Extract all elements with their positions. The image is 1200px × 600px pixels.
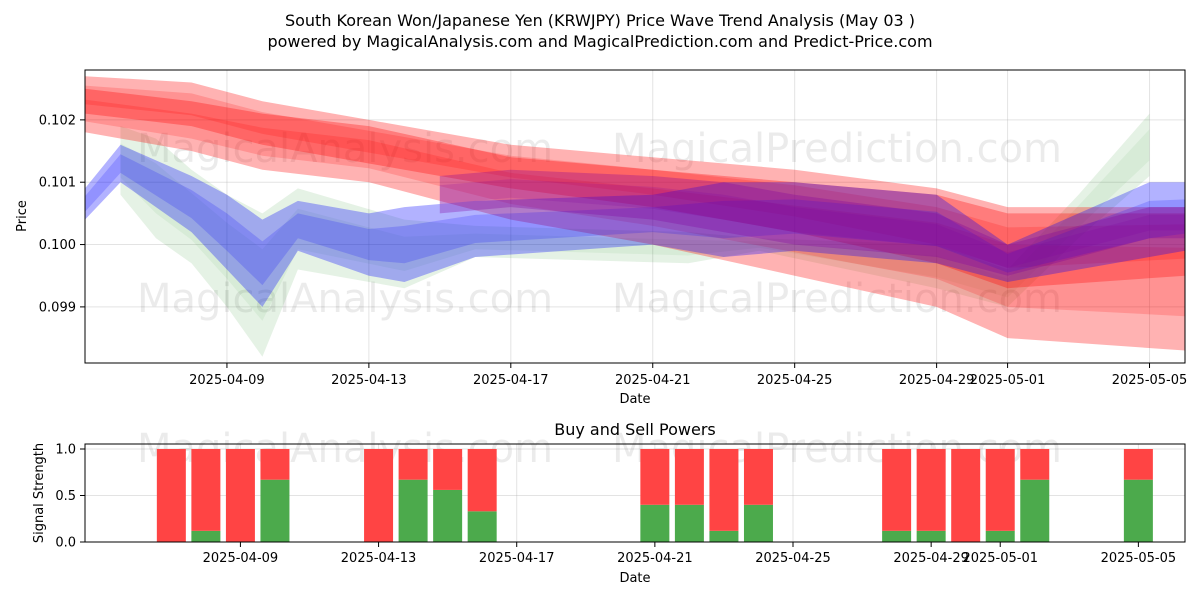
red-band-core-0 — [85, 99, 1185, 317]
sell-bar — [364, 449, 394, 542]
buy-bar — [1123, 479, 1153, 542]
price-plot-area — [85, 70, 1185, 363]
purple-band-core-0 — [439, 179, 1185, 268]
sell-bar — [260, 449, 290, 480]
price-watermarks: MagicalAnalysis.com MagicalPrediction.co… — [137, 126, 1062, 322]
sell-bar — [225, 449, 255, 542]
sell-bar — [191, 449, 221, 531]
price-x-tick-label: 2025-04-13 — [331, 373, 407, 388]
buy-bar — [743, 504, 773, 542]
price-x-tick-label: 2025-04-09 — [189, 373, 265, 388]
price-x-tick-label: 2025-04-17 — [473, 373, 549, 388]
signal-x-tick-label: 2025-04-17 — [479, 551, 555, 566]
sell-bar — [951, 449, 981, 542]
price-panel: MagicalAnalysis.com MagicalPrediction.co… — [15, 69, 1187, 407]
price-x-tick-label: 2025-04-25 — [757, 373, 833, 388]
watermark-top-left-1: MagicalAnalysis.com — [137, 126, 553, 172]
signal-x-tick-label: 2025-04-29 — [893, 551, 969, 566]
signal-x-tick-label: 2025-04-25 — [755, 551, 831, 566]
sell-bar — [709, 449, 739, 531]
sell-bar — [674, 449, 704, 505]
buy-bar — [985, 530, 1015, 542]
signal-x-tick-label: 2025-04-21 — [617, 551, 693, 566]
price-y-tick-label: 0.101 — [39, 176, 76, 191]
buy-bar — [467, 511, 497, 542]
blue-band-core-0 — [85, 154, 1185, 286]
signal-y-ticks: 0.0 0.5 1.0 — [55, 443, 85, 551]
buy-bar — [640, 504, 670, 542]
green-band-core-0 — [120, 129, 1150, 321]
sell-bar — [467, 449, 497, 512]
buy-bar — [709, 530, 739, 542]
signal-x-tick-label: 2025-04-09 — [203, 551, 279, 566]
signal-x-axis-label: Date — [619, 571, 650, 586]
signal-plot-frame — [84, 443, 1186, 543]
signal-x-tick-label: 2025-05-01 — [962, 551, 1038, 566]
signal-y-tick-label: 0.0 — [55, 536, 76, 551]
price-x-tick-label: 2025-05-05 — [1112, 373, 1188, 388]
buy-bar — [916, 530, 946, 542]
price-grid — [85, 70, 1185, 363]
sell-bar — [433, 449, 463, 490]
price-plot-frame — [84, 69, 1186, 364]
watermark-top-left-2: MagicalAnalysis.com — [137, 276, 553, 322]
purple-band-0 — [439, 169, 1185, 276]
signal-x-ticks: 2025-04-09 2025-04-13 2025-04-17 2025-04-21… — [203, 542, 1177, 566]
price-y-axis-label: Price — [15, 200, 30, 232]
price-x-ticks: 2025-04-09 2025-04-13 2025-04-17 2025-04-21… — [189, 363, 1187, 388]
price-x-axis-label: Date — [619, 392, 650, 407]
sell-bar — [1123, 449, 1153, 480]
signal-y-tick-label: 1.0 — [55, 443, 76, 458]
price-y-tick-label: 0.100 — [39, 238, 76, 253]
buy-bar — [674, 504, 704, 542]
chart-subtitle: powered by MagicalAnalysis.com and Magic… — [267, 32, 932, 51]
green-band-0 — [120, 113, 1150, 357]
sell-bar — [882, 449, 912, 531]
price-x-tick-label: 2025-04-29 — [899, 373, 975, 388]
buy-bar — [1020, 479, 1050, 542]
signal-panel: Buy and Sell Powers MagicalAnalysis.com … — [32, 420, 1186, 586]
signal-y-axis-label: Signal Strength — [32, 443, 47, 543]
price-y-tick-label: 0.099 — [39, 300, 76, 315]
signal-y-tick-label: 0.5 — [55, 489, 76, 504]
price-bands — [85, 76, 1185, 357]
buy-bar — [191, 530, 221, 542]
signal-x-tick-label: 2025-04-13 — [341, 551, 417, 566]
red-band-1 — [85, 76, 1185, 289]
signal-bars — [156, 449, 1153, 542]
signal-panel-title: Buy and Sell Powers — [554, 420, 716, 439]
sell-bar — [985, 449, 1015, 531]
buy-bar — [398, 479, 428, 542]
sell-bar — [743, 449, 773, 505]
chart-title: South Korean Won/Japanese Yen (KRWJPY) P… — [285, 11, 915, 30]
price-x-tick-label: 2025-05-01 — [970, 373, 1046, 388]
price-y-ticks: 0.099 0.100 0.101 0.102 — [39, 113, 85, 315]
buy-bar — [260, 479, 290, 542]
sell-bar — [916, 449, 946, 531]
sell-bar — [156, 449, 186, 542]
red-band-core-1 — [85, 85, 1185, 268]
watermark-top-right-2: MagicalPrediction.com — [612, 276, 1062, 322]
price-x-tick-label: 2025-04-21 — [615, 373, 691, 388]
sell-bar — [398, 449, 428, 480]
signal-x-tick-label: 2025-05-05 — [1101, 551, 1177, 566]
buy-bar — [882, 530, 912, 542]
price-y-tick-label: 0.102 — [39, 113, 76, 128]
blue-band-0 — [85, 144, 1185, 307]
buy-bar — [433, 489, 463, 542]
sell-bar — [640, 449, 670, 505]
red-band-0 — [85, 88, 1185, 351]
watermark-top-right-1: MagicalPrediction.com — [612, 126, 1062, 172]
sell-bar — [1020, 449, 1050, 480]
